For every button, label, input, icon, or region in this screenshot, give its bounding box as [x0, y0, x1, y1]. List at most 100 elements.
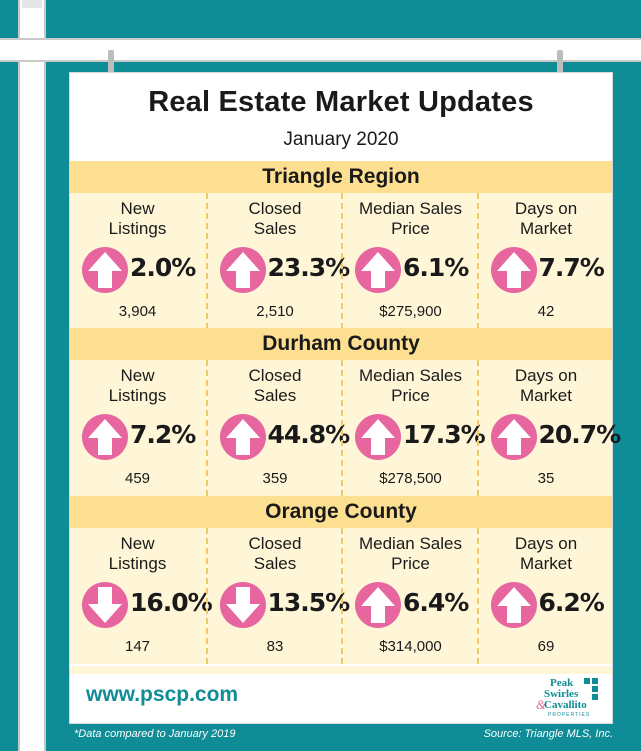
arrow-up-icon — [82, 414, 128, 460]
section-heading: Orange County — [70, 496, 612, 528]
stat-percent: 23.3% — [267, 253, 351, 282]
arrow-down-icon — [82, 582, 128, 628]
footer-band — [70, 666, 612, 674]
section-stats: New Listings 7.2% 459 Closed Sales 44.8% 359 Med… — [70, 360, 621, 496]
stat-label: New Listings — [70, 366, 205, 406]
stat-value: 459 — [124, 470, 151, 487]
stat-label: Median Sales Price — [343, 534, 478, 574]
website-link[interactable]: www.pscp.com — [86, 683, 239, 706]
stat-value: 359 — [262, 470, 288, 487]
stat-card: New Listings 2.0% 3,904 — [70, 193, 205, 329]
stat-label-line: Market — [520, 219, 572, 238]
logo-ampersand: & — [536, 697, 547, 712]
stat-label-line: Closed — [248, 534, 302, 553]
stat-label-line: Market — [520, 554, 572, 573]
stat-value: 147 — [124, 638, 151, 655]
stat-value: 42 — [537, 303, 555, 320]
stat-label-line: Sales — [253, 554, 297, 573]
sign-hook-left — [108, 50, 114, 74]
stat-percent: 20.7% — [538, 420, 622, 449]
signpost-vertical — [18, 0, 46, 751]
logo-line-swirles: Swirles — [544, 688, 579, 700]
stat-percent: 17.3% — [403, 420, 486, 449]
stat-label: Days on Market — [479, 534, 614, 574]
stat-label-line: Median Sales — [358, 534, 462, 553]
logo-line-peak: Peak — [550, 677, 574, 689]
stat-label-line: Sales — [253, 386, 297, 405]
stat-label-line: Listings — [108, 554, 167, 573]
section-stats: New Listings 16.0% 147 Closed Sales 13.5% 83 Med… — [70, 528, 612, 664]
stat-label: Days on Market — [479, 199, 614, 239]
stat-label-line: Market — [520, 386, 572, 405]
stat-label-line: Days on — [514, 534, 578, 553]
stat-label-line: Days on — [514, 366, 578, 385]
stat-card: Median Sales Price 6.4% $314,000 — [341, 528, 478, 664]
section-heading: Triangle Region — [70, 161, 612, 193]
stat-value: $314,000 — [379, 638, 442, 655]
stat-label-line: Median Sales — [358, 366, 462, 385]
stat-percent: 6.4% — [403, 588, 469, 617]
stat-label: Days on Market — [479, 366, 614, 406]
stat-value: 69 — [537, 638, 555, 655]
logo-square-icon — [592, 694, 598, 700]
signpost-arm — [0, 38, 641, 62]
arrow-up-icon — [219, 414, 266, 460]
stat-card: New Listings 7.2% 459 — [70, 360, 205, 496]
stat-percent: 13.5% — [267, 588, 351, 617]
page-title: Real Estate Market Updates — [148, 86, 534, 118]
arrow-up-icon — [82, 247, 128, 293]
stat-percent: 16.0% — [130, 588, 213, 617]
stat-label: New Listings — [70, 199, 205, 239]
stat-value: $275,900 — [379, 303, 442, 320]
sign-hook-right — [557, 50, 563, 74]
arrow-up-icon — [355, 582, 401, 628]
stat-card: Median Sales Price 17.3% $278,500 — [341, 360, 486, 496]
stat-card: New Listings 16.0% 147 — [70, 528, 213, 664]
stat-percent: 7.7% — [538, 253, 605, 282]
logo-square-icon — [592, 686, 598, 692]
stat-label-line: New — [120, 534, 155, 553]
stat-label-line: Listings — [108, 219, 167, 238]
stat-label-line: New — [120, 199, 155, 218]
stat-label: Closed Sales — [208, 366, 343, 406]
arrow-up-icon — [219, 247, 266, 293]
stat-label-line: Price — [391, 386, 430, 405]
stat-label-line: Price — [391, 554, 430, 573]
signpost-cap — [22, 0, 42, 8]
stat-label-line: Closed — [248, 366, 302, 385]
stat-label: Closed Sales — [208, 534, 343, 574]
stat-label-line: Closed — [248, 199, 302, 218]
stat-label: New Listings — [70, 534, 205, 574]
footnote: *Data compared to January 2019 — [74, 728, 236, 740]
stat-value: 3,904 — [118, 303, 157, 320]
arrow-up-icon — [355, 247, 401, 293]
source-note: Source: Triangle MLS, Inc. — [483, 728, 613, 740]
stat-percent: 6.1% — [403, 253, 469, 282]
arrow-up-icon — [490, 414, 537, 460]
page-subtitle: January 2020 — [283, 129, 399, 150]
stat-label: Closed Sales — [208, 199, 343, 239]
stat-label-line: Price — [391, 219, 430, 238]
market-update-sign: Real Estate Market Updates January 2020 … — [69, 72, 621, 724]
stat-card: Days on Market 6.2% 69 — [476, 528, 614, 664]
logo-line-properties: PROPERTIES — [548, 712, 591, 718]
stat-value: 35 — [537, 470, 555, 487]
stat-card: Closed Sales 13.5% 83 — [205, 528, 350, 664]
stat-card: Closed Sales 23.3% 2,510 — [205, 193, 350, 329]
section-heading: Durham County — [70, 328, 612, 360]
company-logo: Peak Swirles & Cavallito PROPERTIES — [536, 677, 602, 719]
arrow-up-icon — [355, 414, 401, 460]
stat-label-line: Listings — [108, 386, 167, 405]
stat-percent: 44.8% — [267, 420, 351, 449]
stat-label: Median Sales Price — [343, 366, 478, 406]
stat-label-line: Sales — [253, 219, 297, 238]
stat-value: 83 — [266, 638, 284, 655]
arrow-down-icon — [219, 582, 266, 628]
stat-label-line: Median Sales — [358, 199, 462, 218]
stat-label-line: New — [120, 366, 155, 385]
stat-value: $278,500 — [379, 470, 442, 487]
stat-card: Median Sales Price 6.1% $275,900 — [341, 193, 478, 329]
stat-label: Median Sales Price — [343, 199, 478, 239]
logo-square-icon — [584, 678, 590, 684]
stat-card: Days on Market 7.7% 42 — [476, 193, 614, 329]
